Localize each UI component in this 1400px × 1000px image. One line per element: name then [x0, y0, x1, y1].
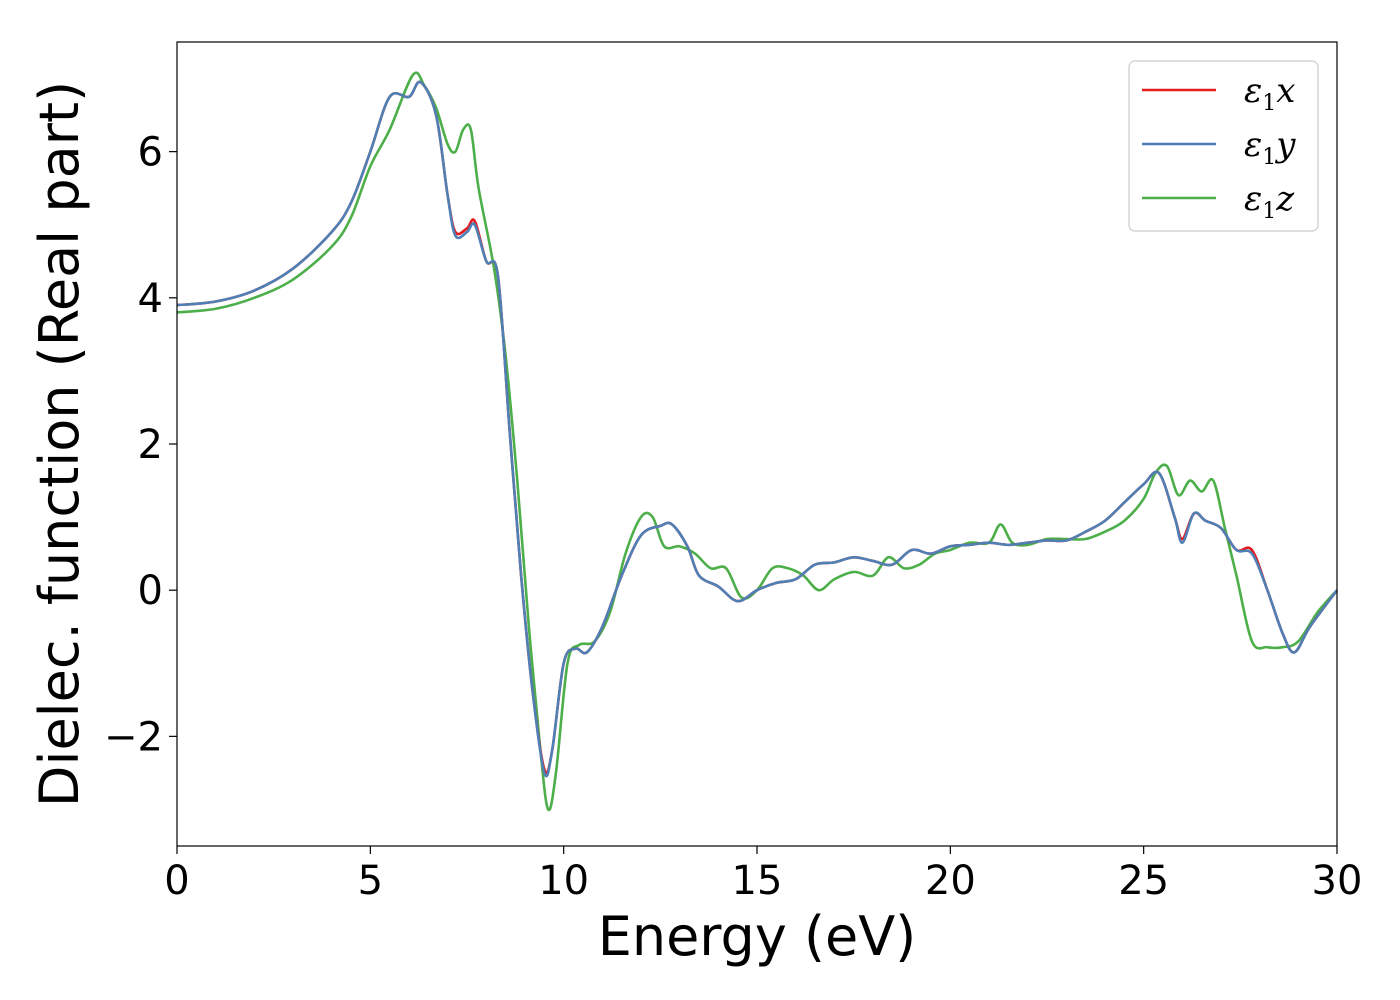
- x-tick-label: 10: [538, 858, 589, 904]
- legend-label-y: ε1y: [1244, 125, 1296, 170]
- x-axis: 0 5 10 15 20 25 30: [164, 846, 1362, 904]
- y-axis-label: Dielec. function (Real part): [28, 81, 91, 807]
- x-tick-label: 0: [164, 858, 189, 904]
- legend-box: [1128, 60, 1319, 232]
- legend-label-z: ε1z: [1244, 179, 1295, 224]
- x-tick-label: 30: [1312, 858, 1363, 904]
- x-tick-label: 25: [1118, 858, 1169, 904]
- series-line-y: [176, 80, 1339, 778]
- y-tick-label: 2: [138, 422, 163, 468]
- x-tick-label: 5: [358, 858, 383, 904]
- legend: ε1x ε1y ε1z: [1128, 60, 1319, 232]
- y-tick-label: 6: [138, 130, 163, 176]
- y-tick-label: −2: [104, 714, 163, 760]
- x-tick-label: 15: [732, 858, 783, 904]
- y-tick-label: 4: [138, 276, 163, 322]
- x-axis-label: Energy (eV): [598, 905, 917, 968]
- y-axis: −2 0 2 4 6: [104, 130, 177, 760]
- legend-label-x: ε1x: [1244, 71, 1295, 116]
- x-tick-label: 20: [925, 858, 976, 904]
- series-lines: [176, 71, 1339, 812]
- y-tick-label: 0: [138, 568, 163, 614]
